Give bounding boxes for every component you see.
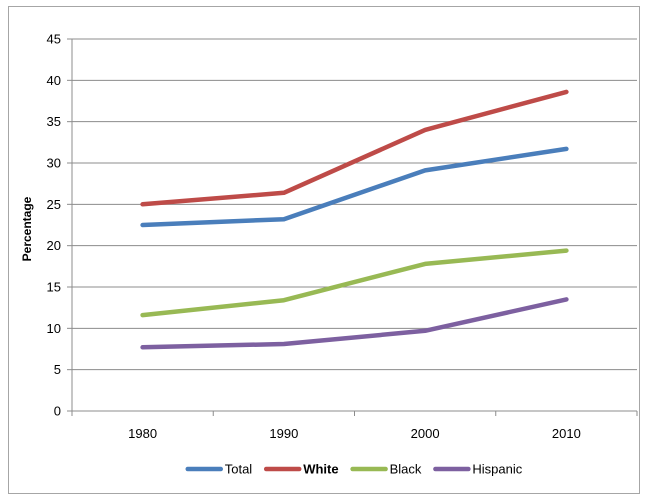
- y-tick-label-15: 15: [47, 280, 61, 295]
- y-tick-label-30: 30: [47, 156, 61, 171]
- series-line-total: [140, 146, 569, 228]
- y-tick-label-40: 40: [47, 73, 61, 88]
- x-tick-label-2010: 2010: [552, 426, 581, 441]
- x-tick-label-1980: 1980: [128, 426, 157, 441]
- y-tick-label-35: 35: [47, 114, 61, 129]
- legend-label-hispanic: Hispanic: [472, 462, 522, 477]
- series-line-white: [140, 89, 569, 207]
- series-line-hispanic: [140, 297, 569, 350]
- y-tick-label-0: 0: [54, 404, 61, 419]
- y-axis-label: Percentage: [20, 196, 34, 261]
- y-tick-label-45: 45: [47, 32, 61, 47]
- legend: Total White Black Hispanic: [185, 462, 523, 477]
- series-lines: [140, 89, 569, 350]
- series-line-black: [140, 248, 569, 318]
- y-tick-label-5: 5: [54, 362, 61, 377]
- axes: 0 5 10 15 20 25 30 35 40 45 1980 1990 2000 2010: [47, 32, 638, 441]
- legend-label-white: White: [303, 462, 338, 477]
- x-tick-label-2000: 2000: [411, 426, 440, 441]
- x-tick-label-1990: 1990: [269, 426, 298, 441]
- legend-label-total: Total: [225, 462, 253, 477]
- chart-area: [8, 6, 640, 494]
- y-tick-label-10: 10: [47, 321, 61, 336]
- y-tick-label-25: 25: [47, 197, 61, 212]
- legend-label-black: Black: [390, 462, 422, 477]
- y-tick-label-20: 20: [47, 238, 61, 253]
